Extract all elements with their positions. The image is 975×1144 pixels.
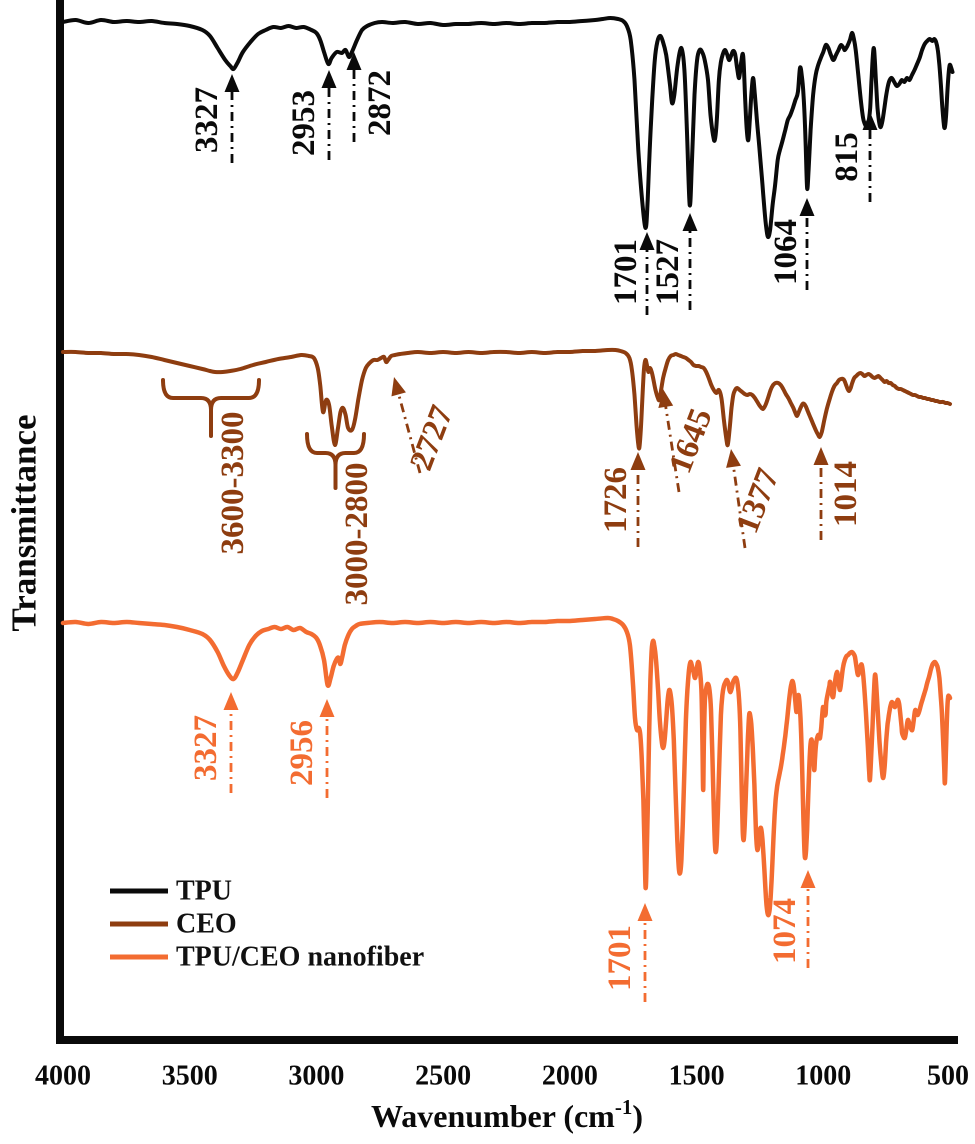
peak-annotation-CEO-3000-2800-brace-icon <box>305 432 366 490</box>
x-tick-label-2500: 2500 <box>415 1061 471 1092</box>
peak-annotation-TPU-CEO-nanofiber-2956-label: 2956 <box>284 720 320 786</box>
spectrum-curve-CEO <box>61 347 952 451</box>
peak-annotation-TPU-3327: 3327 <box>189 87 234 163</box>
peak-annotation-TPU-1527-label: 1527 <box>650 239 686 305</box>
x-tick-label-3500: 3500 <box>162 1061 218 1092</box>
legend-item-CEO-label: CEO <box>176 909 237 940</box>
y-axis-title: Transmittance <box>5 414 44 631</box>
x-tick-label-4000: 4000 <box>35 1061 91 1092</box>
spectrum-curve-TPU <box>61 16 955 240</box>
peak-annotation-TPU-1701: 1701 <box>608 239 649 315</box>
legend-item-TPU: TPU <box>110 876 232 907</box>
peak-annotation-TPU-CEO-nanofiber-1701-label: 1701 <box>602 925 638 991</box>
peak-annotation-TPU-CEO-nanofiber-1074-arrowhead-icon <box>800 870 816 888</box>
peak-annotation-TPU-CEO-nanofiber-2956: 2956 <box>284 715 329 798</box>
peak-annotation-TPU-3327-label: 3327 <box>189 87 225 153</box>
peak-annotation-TPU-CEO-nanofiber-1074: 1074 <box>767 886 810 968</box>
peak-annotation-TPU-1527-arrowhead-icon <box>682 213 698 231</box>
legend-item-TPU-CEO-nanofiber: TPU/CEO nanofiber <box>110 942 424 973</box>
x-tick-label-2000: 2000 <box>542 1061 598 1092</box>
peak-annotation-TPU-CEO-nanofiber-1074-label: 1074 <box>767 898 803 964</box>
peak-annotation-CEO-2727: 2727 <box>396 392 461 476</box>
peak-annotation-CEO-1014-arrowhead-icon <box>813 447 829 465</box>
peak-annotation-CEO-2727-arrowhead-icon <box>391 377 406 397</box>
x-axis-line <box>56 1036 958 1044</box>
peak-annotation-CEO-1726-label: 1726 <box>598 467 634 533</box>
peak-annotation-TPU-815: 815 <box>829 128 872 202</box>
peak-annotation-TPU-CEO-nanofiber-3327: 3327 <box>188 708 233 793</box>
peak-annotation-TPU-2953-arrowhead-icon <box>321 70 337 88</box>
peak-annotation-CEO-3000-2800: 3000-2800 <box>305 432 375 606</box>
peak-annotation-TPU-2953: 2953 <box>286 86 331 160</box>
spectrum-curve-TPU-CEO-nanofiber <box>60 615 953 918</box>
peak-annotation-TPU-1701-arrowhead-icon <box>639 232 655 250</box>
peak-annotation-TPU-1064-label: 1064 <box>768 219 804 285</box>
peak-annotation-TPU-CEO-nanofiber-2956-arrowhead-icon <box>319 699 335 717</box>
legend-item-CEO: CEO <box>110 909 237 940</box>
peak-annotation-TPU-2872: 2872 <box>352 68 398 142</box>
peak-annotation-CEO-1645: 1645 <box>662 404 720 493</box>
peak-annotation-TPU-815-arrowhead-icon <box>862 112 878 130</box>
x-tick-label-1500: 1500 <box>669 1061 725 1092</box>
x-axis-title: Wavenumber (cm-1) <box>371 1095 643 1134</box>
peak-annotation-TPU-815-label: 815 <box>829 132 865 182</box>
peak-annotation-CEO-1645-shaft <box>664 404 681 493</box>
peak-annotation-TPU-CEO-nanofiber-1701-arrowhead-icon <box>637 903 653 921</box>
peak-annotation-CEO-3600-3300: 3600-3300 <box>161 378 261 555</box>
peak-annotation-TPU-CEO-nanofiber-1701: 1701 <box>602 919 647 1002</box>
peak-annotation-TPU-1064: 1064 <box>768 214 809 290</box>
x-tick-label-1000: 1000 <box>795 1061 851 1092</box>
peak-annotation-CEO-1645-arrowhead-icon <box>658 389 674 408</box>
peak-annotation-CEO-1377-arrowhead-icon <box>726 449 741 468</box>
peak-annotation-TPU-2872-label: 2872 <box>362 70 398 136</box>
x-tick-label-3000: 3000 <box>288 1061 344 1092</box>
peak-annotation-TPU-2953-label: 2953 <box>286 90 322 156</box>
peak-annotation-CEO-1726-arrowhead-icon <box>630 452 646 470</box>
peak-annotation-CEO-1377-shaft <box>731 464 747 549</box>
peak-annotation-CEO-1645-label: 1645 <box>662 404 719 479</box>
peak-annotation-TPU-3327-arrowhead-icon <box>224 74 240 92</box>
y-axis-line <box>56 0 64 1044</box>
x-tick-label-500: 500 <box>927 1061 969 1092</box>
peak-annotation-TPU-1527: 1527 <box>650 229 692 310</box>
peak-annotation-CEO-2727-label: 2727 <box>403 401 460 476</box>
peak-annotation-CEO-1014: 1014 <box>819 461 864 540</box>
peak-annotation-CEO-3600-3300-brace-icon <box>161 378 261 438</box>
peak-annotation-CEO-3000-2800-label: 3000-2800 <box>339 463 375 606</box>
legend-item-TPU-label: TPU <box>176 876 232 907</box>
peak-annotation-TPU-1701-label: 1701 <box>608 239 644 305</box>
peak-annotation-TPU-1064-arrowhead-icon <box>799 198 815 216</box>
peak-annotation-CEO-2727-shaft <box>396 392 422 474</box>
peak-annotation-CEO-1726: 1726 <box>598 467 640 547</box>
peak-annotation-TPU-CEO-nanofiber-3327-label: 3327 <box>188 715 224 781</box>
peak-annotation-CEO-3600-3300-label: 3600-3300 <box>215 412 251 555</box>
peak-annotation-TPU-CEO-nanofiber-3327-arrowhead-icon <box>223 692 239 710</box>
peak-annotation-CEO-1377-label: 1377 <box>729 464 786 539</box>
peak-annotation-CEO-1014-label: 1014 <box>828 461 864 527</box>
peak-annotation-TPU-2872-arrowhead-icon <box>346 52 362 70</box>
legend-item-TPU-CEO-nanofiber-label: TPU/CEO nanofiber <box>176 942 424 973</box>
peak-annotation-CEO-1377: 1377 <box>729 464 787 549</box>
